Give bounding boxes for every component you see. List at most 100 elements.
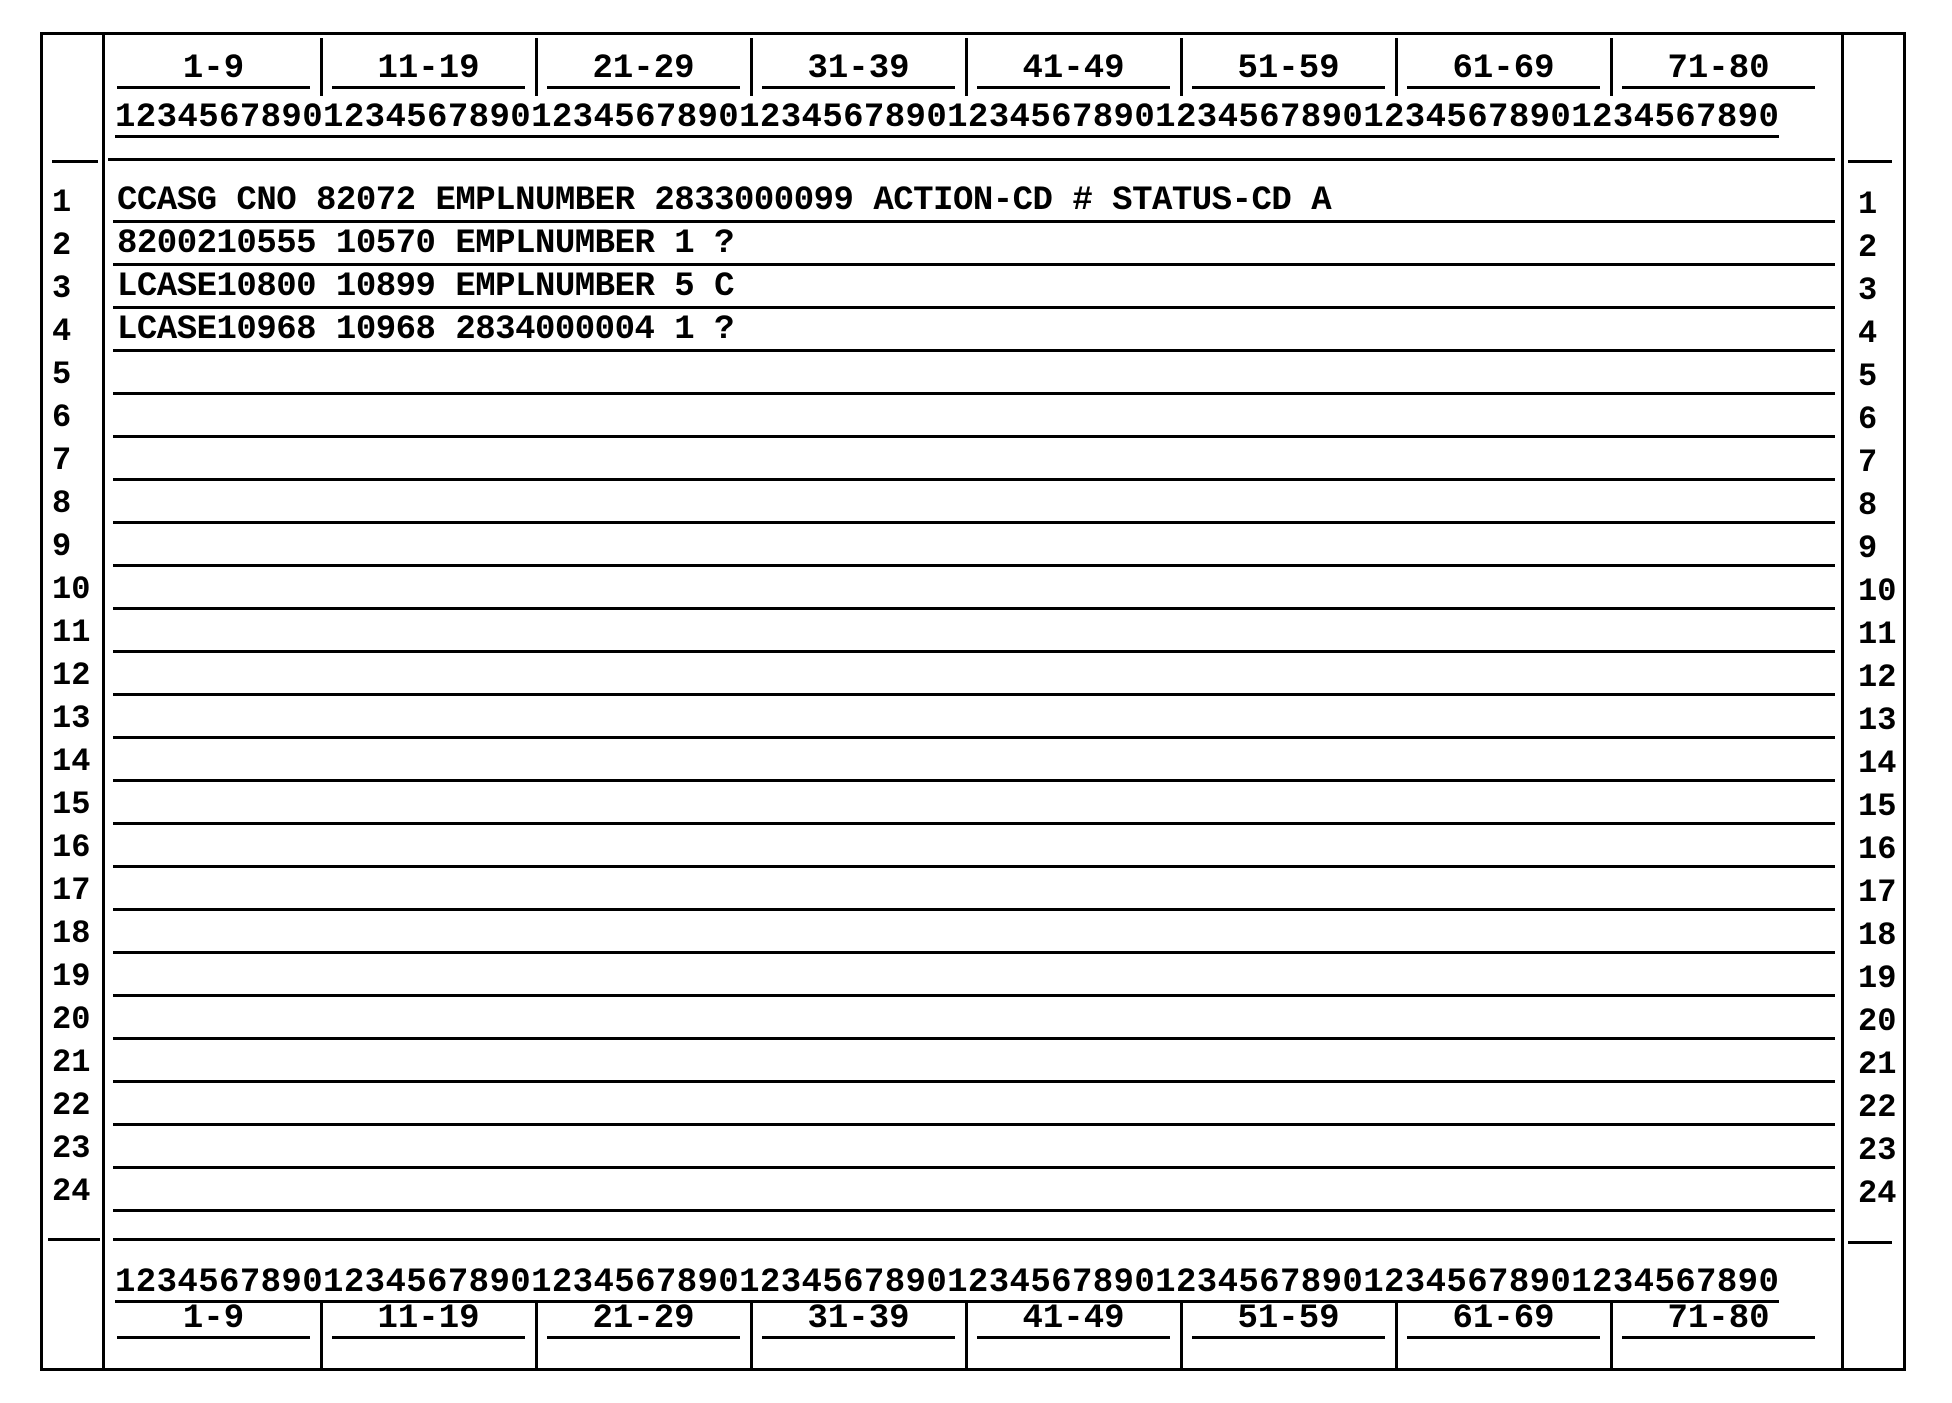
row-number-right: 18: [1858, 917, 1897, 954]
row-underline: [113, 650, 1835, 653]
row-number-right: 10: [1858, 573, 1897, 610]
row-number-left: 15: [52, 786, 91, 823]
row-underline: [113, 1166, 1835, 1169]
row-number-right: 5: [1858, 358, 1878, 395]
column-group-divider: [1395, 38, 1398, 96]
column-group-divider: [320, 38, 323, 96]
row-number-right: 6: [1858, 401, 1878, 438]
row-number-right: 13: [1858, 702, 1897, 739]
column-group-divider: [1610, 38, 1613, 96]
right-gutter-divider: [1841, 32, 1844, 1371]
bottom-digit-ruler: 1234567890123456789012345678901234567890…: [115, 1264, 1780, 1303]
row-number-right: 21: [1858, 1046, 1897, 1083]
column-group-divider: [535, 38, 538, 96]
row-underline: [113, 994, 1835, 997]
row-number-right: 15: [1858, 788, 1897, 825]
row-number-left: 20: [52, 1001, 91, 1038]
row-number-left: 12: [52, 657, 91, 694]
row-underline: [113, 1037, 1835, 1040]
row-number-left: 6: [52, 399, 72, 436]
row-number-left: 1: [52, 184, 72, 221]
row-number-left: 14: [52, 743, 91, 780]
row-number-right: 24: [1858, 1175, 1897, 1212]
row-text: LCASE10800 10899 EMPLNUMBER 5 C: [117, 268, 735, 306]
top-digit-ruler: 1234567890123456789012345678901234567890…: [115, 99, 1780, 138]
row-number-left: 13: [52, 700, 91, 737]
row-number-left: 2: [52, 227, 72, 264]
row-number-right: 4: [1858, 315, 1878, 352]
row-number-right: 14: [1858, 745, 1897, 782]
row-underline: [113, 392, 1835, 395]
column-group-divider: [1180, 1300, 1183, 1368]
row-number-left: 8: [52, 485, 72, 522]
column-group-divider: [1610, 1300, 1613, 1368]
row-underline: [113, 908, 1835, 911]
row-underline: [113, 607, 1835, 610]
row-number-left: 9: [52, 528, 72, 565]
row-number-right: 11: [1858, 616, 1897, 653]
row-number-right: 1: [1858, 186, 1878, 223]
column-group-label: 41-49: [977, 52, 1170, 89]
row-number-left: 24: [52, 1173, 91, 1210]
row-number-left: 7: [52, 442, 72, 479]
column-group-divider: [1395, 1300, 1398, 1368]
row-underline: [113, 1080, 1835, 1083]
row-underline: [113, 521, 1835, 524]
column-group-label: 11-19: [332, 52, 525, 89]
row-underline: [113, 951, 1835, 954]
column-group-label: 11-19: [332, 1302, 525, 1339]
row-number-left: 21: [52, 1044, 91, 1081]
column-group-label: 51-59: [1192, 1302, 1385, 1339]
screen-layout-form: [40, 32, 1906, 1371]
row-number-right: 20: [1858, 1003, 1897, 1040]
row-number-right: 12: [1858, 659, 1897, 696]
column-group-divider: [750, 38, 753, 96]
row-number-right: 22: [1858, 1089, 1897, 1126]
row-number-right: 19: [1858, 960, 1897, 997]
row-number-right: 16: [1858, 831, 1897, 868]
right-tick-bottom: [1848, 1241, 1892, 1244]
column-group-divider: [965, 38, 968, 96]
column-group-label: 31-39: [762, 1302, 955, 1339]
row-number-left: 18: [52, 915, 91, 952]
top-separator: [108, 158, 1835, 161]
row-number-right: 9: [1858, 530, 1878, 567]
row-underline: [113, 478, 1835, 481]
column-group-label: 31-39: [762, 52, 955, 89]
row-underline: [113, 349, 1835, 352]
row-number-left: 23: [52, 1130, 91, 1167]
left-gutter-divider: [102, 32, 105, 1371]
row-number-right: 3: [1858, 272, 1878, 309]
row-number-left: 17: [52, 872, 91, 909]
row-number-right: 23: [1858, 1132, 1897, 1169]
row-underline: [113, 1123, 1835, 1126]
left-tick: [52, 160, 98, 163]
row-number-right: 17: [1858, 874, 1897, 911]
column-group-label: 1-9: [117, 52, 310, 89]
row-number-left: 11: [52, 614, 91, 651]
right-tick: [1848, 160, 1892, 163]
column-group-label: 51-59: [1192, 52, 1385, 89]
row-underline: [113, 564, 1835, 567]
column-group-label: 41-49: [977, 1302, 1170, 1339]
row-number-right: 7: [1858, 444, 1878, 481]
column-group-divider: [750, 1300, 753, 1368]
row-number-right: 2: [1858, 229, 1878, 266]
column-group-label: 1-9: [117, 1302, 310, 1339]
column-group-divider: [965, 1300, 968, 1368]
left-tick-bottom: [48, 1238, 100, 1241]
column-group-divider: [535, 1300, 538, 1368]
column-group-label: 61-69: [1407, 1302, 1600, 1339]
row-underline: [113, 306, 1835, 309]
row-number-left: 4: [52, 313, 72, 350]
column-group-label: 21-29: [547, 52, 740, 89]
row-underline: [113, 435, 1835, 438]
row-underline: [113, 822, 1835, 825]
column-group-divider: [320, 1300, 323, 1368]
column-group-label: 71-80: [1622, 1302, 1815, 1339]
row-number-left: 10: [52, 571, 91, 608]
row-text: 8200210555 10570 EMPLNUMBER 1 ?: [117, 225, 735, 263]
row-number-left: 5: [52, 356, 72, 393]
column-group-label: 71-80: [1622, 52, 1815, 89]
row-underline: [113, 779, 1835, 782]
